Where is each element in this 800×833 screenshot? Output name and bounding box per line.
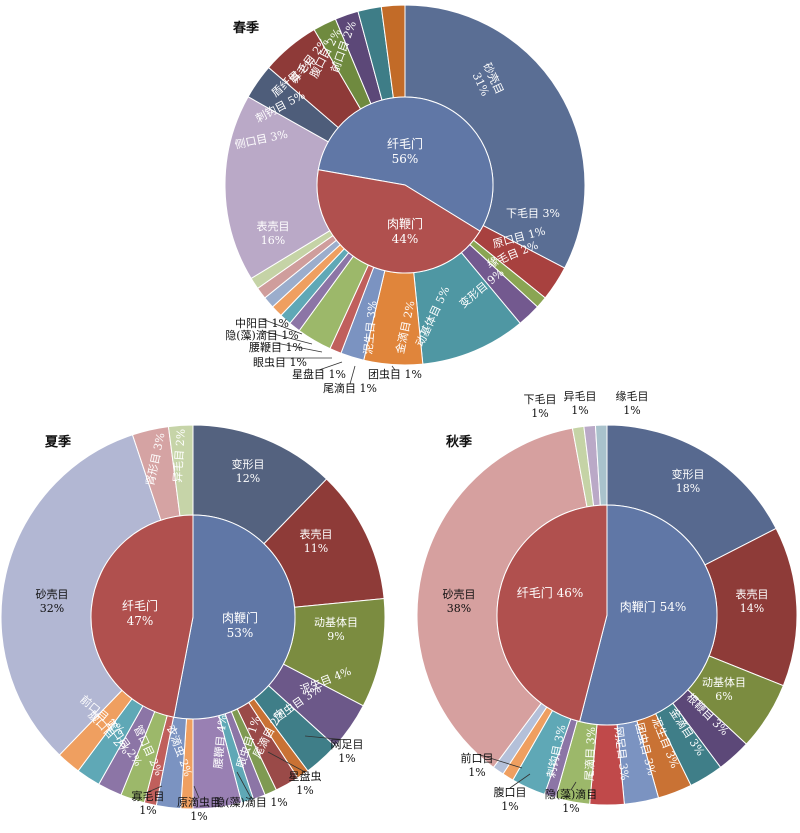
inner-slice-e7baa4e6af9be997a8 xyxy=(317,96,494,232)
slice-label-e7bd91e8b6b3e79bae: 网足目 1% xyxy=(331,738,364,765)
slice-label-e5b0bee6bbb4e79bae: 尾滴目 1% xyxy=(323,381,377,395)
leader-line xyxy=(261,318,303,335)
slice-label-e58aa8e59fbae4bd93e79bae: 动基体目 9% xyxy=(314,615,358,643)
slice-label-e6989fe79b98e899ab: 星盘虫 1% xyxy=(289,769,322,797)
slice-label-e5b0bee6bbb4e79bae: 尾滴目 3% xyxy=(582,727,598,781)
leader-line xyxy=(509,773,531,789)
slice-label-e4b8ade998b3e79bae: 中阳目 1% xyxy=(235,317,289,330)
inner-label-e88289e99eade997a8: 肉鞭门 54% xyxy=(620,599,687,614)
leader-line xyxy=(147,785,163,793)
inner-label-e7baa4e6af9be997a8: 纤毛门 56% xyxy=(387,136,423,166)
leader-line xyxy=(193,785,200,799)
slice-label-e58aa8e59fbae4bd93e79bae: 动基体目 6% xyxy=(702,675,746,703)
leader-line xyxy=(236,771,252,799)
slice-label-e8a1a8e5a3b3e79bae: 表壳目 16% xyxy=(257,219,290,247)
inner-label-e88289e99eade997a8: 肉鞭门 44% xyxy=(387,216,423,246)
slice-label-e58e9fe6bbb4e899abe79bae: 原滴虫目 1% xyxy=(177,795,221,823)
slice-label-e6989fe79b98e79bae: 星盘目 1% xyxy=(292,367,346,381)
leader-line xyxy=(275,342,323,353)
leader-line xyxy=(570,781,577,791)
slice-label-e58f98e5bda2e79bae: 变形目 18% xyxy=(672,467,705,495)
leader-line xyxy=(261,330,313,345)
slice-label-e99a90(e897bb)e6bbb4e79bae: 隐(藻)滴目 1% xyxy=(225,328,299,342)
slice-label-e6b3a5e7949fe79bae: 泥生目 3% xyxy=(361,300,380,355)
slice-label-e8a1a8e5a3b3e79bae: 表壳目 11% xyxy=(300,527,333,555)
inner-label-e7baa4e6af9be997a8: 纤毛门 46% xyxy=(517,585,584,600)
slice-label-e8a1a8e5a3b3e79bae: 表壳目 14% xyxy=(736,587,769,615)
slice-label-e59ba2e899abe79bae: 团虫目 1% xyxy=(368,368,422,381)
leader-line xyxy=(476,753,523,769)
leader-line xyxy=(318,361,343,371)
slice-label-e885b0e99eade79bae: 腰鞭目 1% xyxy=(249,340,303,354)
slice-label-e7a082e5a3b3e79bae: 砂壳目 38% xyxy=(443,587,476,615)
slice-label-e7a082e5a3b3e79bae: 砂壳目 32% xyxy=(36,587,69,615)
slice-label-e58f98e5bda2e79bae: 变形目 12% xyxy=(232,457,265,485)
slice-label-e99a90(e897bb)e6bbb4e79bae: 隐(藻)滴目 1% xyxy=(545,787,598,815)
inner-label-e88289e99eade997a8: 肉鞭门 53% xyxy=(222,610,258,640)
slice-label-e5898de58fa3e79bae: 前口目 1% xyxy=(461,751,494,779)
inner-slice-e88289e99eade997a8 xyxy=(579,504,718,726)
slice-label-e5bc82e6af9be79bae: 异毛目 1% xyxy=(564,390,597,417)
slice-label-e885b0e99eade79bae: 腰鞭目 4% xyxy=(211,714,230,769)
inner-slice-e7baa4e6af9be997a8 xyxy=(90,514,194,718)
slice-label-e885b9e58fa3e79bae: 腹口目 1% xyxy=(494,785,527,813)
leader-line xyxy=(391,365,396,371)
slice-label-e99a90(e897bb)e6bbb4e79bae: 隐(藻)滴目 1% xyxy=(214,795,288,809)
chart-title: 夏季 xyxy=(44,434,71,450)
chart-title: 秋季 xyxy=(446,434,472,450)
slice-label-e79cbce899abe79bae: 眼虫目 1% xyxy=(253,356,307,369)
inner-slice-e88289e99eade997a8 xyxy=(173,514,296,720)
inner-label-e7baa4e6af9be997a8: 纤毛门 47% xyxy=(122,598,158,628)
inner-slice-e7baa4e6af9be997a8 xyxy=(496,504,608,723)
leader-line xyxy=(267,751,306,773)
slice-label-e4b88be6af9be79bae: 下毛目 3% xyxy=(506,207,560,220)
slice-label-e7bc98e6af9be79bae: 缘毛目 1% xyxy=(616,390,649,417)
slice-label-e5bc82e6af9be79bae: 异毛目 2% xyxy=(171,428,188,483)
slice-label-e5afa1e6af9be79bae: 寡毛目 1% xyxy=(132,789,165,817)
inner-slice-e88289e99eade997a8 xyxy=(316,169,481,274)
leader-line xyxy=(304,735,348,741)
leader-line xyxy=(349,365,356,385)
slice-label-e4b88be6af9be79bae: 下毛目 1% xyxy=(524,393,557,420)
chart-title: 春季 xyxy=(232,20,259,36)
